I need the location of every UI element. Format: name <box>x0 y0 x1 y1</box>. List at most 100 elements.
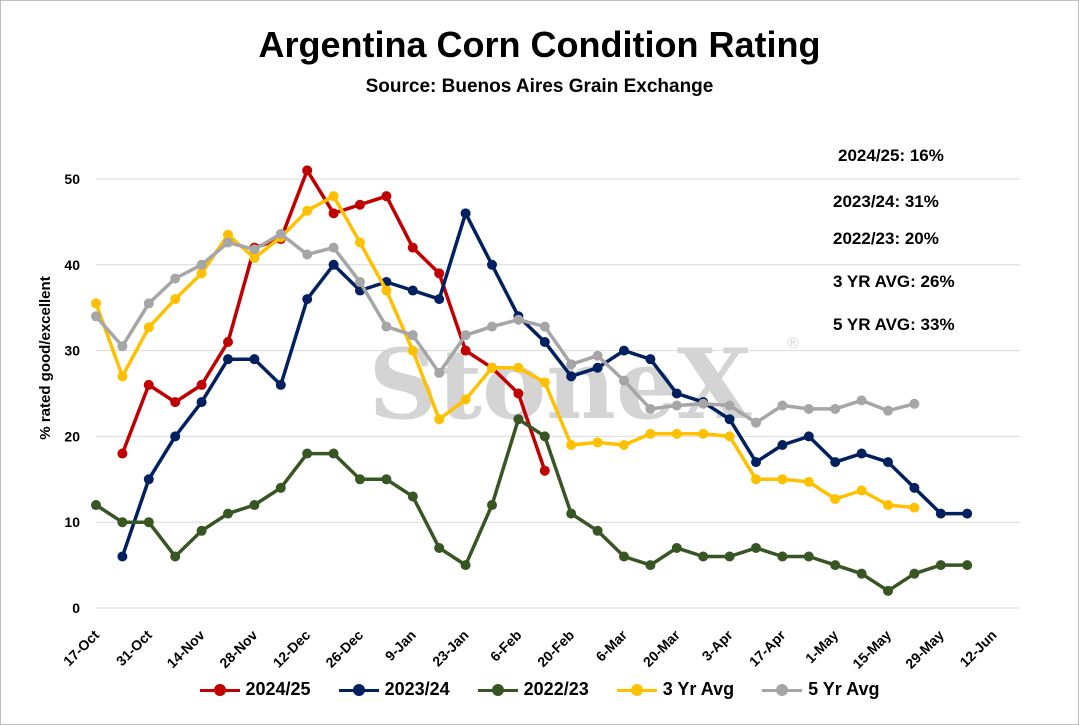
series-point <box>143 298 154 309</box>
series-point <box>223 508 233 519</box>
series-point <box>355 237 365 248</box>
series-point <box>355 276 365 287</box>
series-point <box>170 273 181 284</box>
series-point <box>91 298 101 309</box>
series-point <box>381 321 392 332</box>
series-point <box>223 354 233 365</box>
y-axis-label: % rated good/excellent <box>37 276 54 439</box>
series-point <box>619 439 629 450</box>
series-point <box>619 551 629 562</box>
legend-item: 5 Yr Avg <box>762 679 879 700</box>
series-point <box>302 249 313 260</box>
series-point <box>698 551 709 562</box>
series-point <box>935 560 946 571</box>
legend-swatch <box>199 683 240 697</box>
series-point <box>856 448 867 459</box>
series-2 <box>91 414 973 596</box>
series-point <box>883 457 893 468</box>
series-point <box>566 508 577 519</box>
legend-item: 2023/24 <box>338 679 450 700</box>
series-point <box>117 551 128 562</box>
legend-swatch <box>477 683 518 697</box>
series-point <box>434 294 445 305</box>
series-point <box>803 551 814 562</box>
series-point <box>592 437 603 448</box>
series-point <box>117 517 128 528</box>
series-point <box>302 448 313 459</box>
legend-item: 2022/23 <box>477 679 589 700</box>
series-point <box>513 388 524 399</box>
x-tick-label: 20-Mar <box>640 626 684 670</box>
series-point <box>645 403 656 414</box>
series-point <box>407 285 418 296</box>
series-point <box>328 259 339 270</box>
x-tick-label: 12-Dec <box>270 627 314 671</box>
series-point <box>962 560 973 571</box>
annotation-2023-24: 2023/24: 31% <box>833 192 939 211</box>
series-point <box>777 439 788 450</box>
series-point <box>539 465 550 476</box>
series-point <box>777 551 788 562</box>
series-point <box>487 500 497 511</box>
x-tick-label: 9-Jan <box>382 627 419 664</box>
series-point <box>645 428 656 439</box>
series-point <box>724 400 735 411</box>
chart-title: Argentina Corn Condition Rating <box>258 24 821 65</box>
series-point <box>223 237 233 248</box>
series-point <box>460 330 471 341</box>
series-point <box>909 568 920 579</box>
legend-swatch <box>338 683 379 697</box>
series-point <box>619 375 629 386</box>
series-point <box>487 259 497 270</box>
series-point <box>381 191 392 202</box>
series-point <box>830 457 841 468</box>
series-point <box>249 252 260 263</box>
series-point <box>751 417 761 428</box>
series-point <box>803 403 814 414</box>
series-point <box>170 431 181 442</box>
series-point <box>117 341 128 352</box>
series-point <box>434 414 445 425</box>
y-tick-label: 30 <box>64 343 80 359</box>
series-point <box>143 322 154 333</box>
series-point <box>724 431 735 442</box>
legend-item: 2024/25 <box>199 679 311 700</box>
series-point <box>460 208 471 219</box>
series-point <box>724 551 735 562</box>
legend-label: 3 Yr Avg <box>662 679 735 699</box>
series-point <box>671 428 682 439</box>
series-point <box>671 388 682 399</box>
series-point <box>196 259 207 270</box>
series-point <box>487 362 497 373</box>
annotation-5yr-avg: 5 YR AVG: 33% <box>833 315 955 334</box>
series-point <box>407 330 418 341</box>
series-point <box>698 428 709 439</box>
legend-label: 2024/25 <box>245 679 311 699</box>
x-tick-label: 17-Oct <box>60 627 102 669</box>
series-point <box>460 560 471 571</box>
series-3 <box>91 191 920 513</box>
series-point <box>143 379 154 390</box>
series-point <box>619 345 629 356</box>
series-point <box>328 448 339 459</box>
series-point <box>883 500 893 511</box>
x-tick-label: 20-Feb <box>534 627 577 670</box>
x-tick-label: 23-Jan <box>429 627 472 670</box>
series-point <box>539 337 550 348</box>
chart-legend: 2024/25 2023/24 2022/23 3 Yr Avg 5 Yr Avg <box>0 679 1079 700</box>
x-tick-label: 1-May <box>802 627 842 667</box>
series-point <box>856 485 867 496</box>
series-point <box>566 371 577 382</box>
legend-swatch <box>616 683 657 697</box>
gridlines <box>96 178 1020 523</box>
series-point <box>196 379 207 390</box>
series-point <box>355 199 365 210</box>
series-point <box>803 431 814 442</box>
series-4 <box>91 228 920 428</box>
series-point <box>935 508 946 519</box>
series-point <box>328 191 339 202</box>
annotation-2024-25: 2024/25: 16% <box>838 146 944 165</box>
legend-label: 2023/24 <box>384 679 450 699</box>
y-tick-label: 40 <box>64 257 80 273</box>
